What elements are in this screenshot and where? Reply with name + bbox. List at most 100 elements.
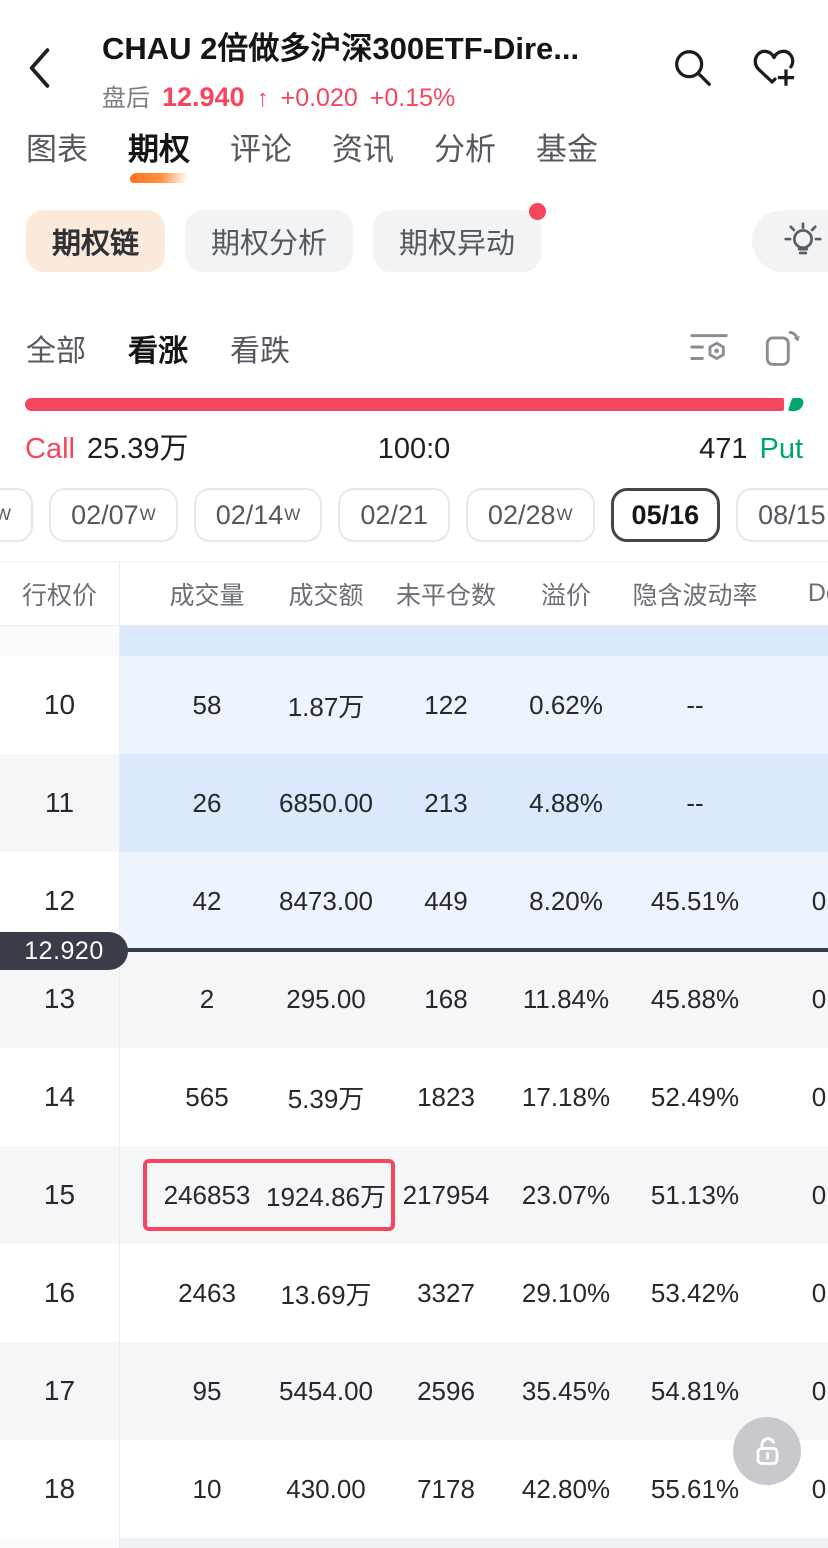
search-icon[interactable] — [670, 45, 716, 91]
strike-price-cell: 17 — [0, 1342, 120, 1440]
strike-price-cell: 12 — [0, 852, 120, 950]
premium-cell: 8.20% — [529, 885, 603, 916]
volume-column-header[interactable]: 成交量 — [169, 581, 245, 610]
subtab-unusual-activity[interactable]: 期权异动 — [373, 203, 547, 272]
filter-label: 看跌 — [230, 335, 290, 368]
turnover-column-header[interactable]: 成交额 — [288, 581, 364, 610]
table-row-strike-13[interactable]: 13 2 295.00 168 11.84% 45.88% 0.56 — [0, 950, 828, 1048]
option-subtabs: 期权链 期权分析 期权异动 — [0, 203, 828, 272]
subtab-option-analysis[interactable]: 期权分析 — [185, 210, 354, 272]
iv-cell: 45.88% — [650, 983, 740, 1014]
current-price-badge[interactable]: 12.920 — [0, 932, 128, 970]
unlock-button[interactable] — [733, 1417, 801, 1485]
partial-row-below — [0, 1538, 828, 1548]
volume-cell: 58 — [192, 689, 222, 720]
header-bar: CHAU 2倍做多沪深300ETF-Dire... 盘后 12.940 ↑ +0… — [0, 26, 828, 112]
premium-cell: 4.88% — [529, 787, 603, 818]
open-interest-cell: 7178 — [417, 1473, 475, 1504]
tab-comments[interactable]: 评论 — [230, 124, 292, 183]
idea-button[interactable] — [752, 210, 828, 272]
table-row-strike-18[interactable]: 18 10 430.00 7178 42.80% 55.61% 0.20 — [0, 1440, 828, 1538]
open-interest-cell: 168 — [424, 983, 468, 1014]
expiry-pill-02-07[interactable]: 02/07 W — [49, 488, 178, 542]
strike-price-cell: 14 — [0, 1048, 120, 1146]
delta-cell: -- — [792, 656, 828, 754]
partial-row-above — [0, 626, 828, 656]
expiry-label: 05/16 — [631, 499, 700, 530]
filter-calls[interactable]: 看涨 — [128, 326, 188, 370]
table-row-strike-14[interactable]: 14 565 5.39万 1823 17.18% 52.49% 0.47 — [0, 1048, 828, 1146]
volume-cell: 246853 — [163, 1179, 251, 1210]
table-row-strike-17[interactable]: 17 95 5454.00 2596 35.45% 54.81% 0.26 — [0, 1342, 828, 1440]
table-row-strike-10[interactable]: 10 58 1.87万 122 0.62% -- -- — [0, 656, 828, 754]
tab-chart[interactable]: 图表 — [26, 124, 88, 183]
expiry-pill-02-21[interactable]: 02/21 — [338, 488, 450, 542]
expiry-pill-02-14[interactable]: 02/14 W — [193, 488, 323, 542]
table-row-strike-15[interactable]: 15 246853 1924.86万 217954 23.07% 51.13% 0.34 — [0, 1146, 828, 1244]
row-data-area: 565 5.39万 1823 17.18% 52.49% 0.47 — [120, 1048, 828, 1146]
open-interest-cell: 213 — [424, 787, 468, 818]
expiry-pill-02-28[interactable]: 02/28 W — [465, 488, 595, 542]
premium-cell: 35.45% — [521, 1375, 611, 1406]
premium-column-header[interactable]: 溢价 — [540, 581, 591, 610]
iv-cell: 53.42% — [650, 1277, 740, 1308]
strike-price-cell: 13 — [0, 950, 120, 1048]
expiry-pill-31[interactable]: 31W — [0, 488, 34, 542]
header-icons — [670, 45, 802, 91]
put-volume: 471 — [699, 433, 748, 465]
row-data-area: 42 8473.00 449 8.20% 45.51% 0.67 — [120, 852, 828, 950]
tab-label: 期权 — [128, 132, 190, 167]
volume-cell: 2463 — [178, 1277, 236, 1308]
call-ratio-segment — [25, 398, 784, 411]
expiry-label: 02/21 — [360, 499, 428, 530]
call-label: Call — [25, 433, 75, 465]
strike-price-cell — [0, 1538, 120, 1548]
filter-all[interactable]: 全部 — [26, 326, 86, 370]
turnover-cell: 6850.00 — [279, 787, 373, 818]
price-change: +0.020 — [280, 84, 358, 112]
expiry-label: 02/28 — [487, 499, 556, 530]
tab-funds[interactable]: 基金 — [536, 124, 598, 183]
expiry-label: 02/14 — [215, 499, 284, 530]
turnover-cell: 430.00 — [286, 1473, 366, 1504]
iv-cell: 45.51% — [650, 885, 740, 916]
tab-label: 基金 — [536, 132, 598, 167]
expiry-pill-05-16[interactable]: 05/16 — [610, 488, 721, 542]
iv-column-header[interactable]: 隐含波动率 — [632, 581, 758, 610]
delta-column-header[interactable]: Delta — [807, 579, 828, 607]
iv-cell: -- — [686, 689, 704, 720]
tab-news[interactable]: 资讯 — [332, 124, 394, 183]
session-label: 盘后 — [102, 85, 150, 112]
volume-cell: 95 — [192, 1375, 222, 1406]
open-interest-cell: 2596 — [417, 1375, 475, 1406]
delta-cell: 0.26 — [811, 1375, 828, 1406]
column-settings-icon[interactable] — [688, 328, 730, 368]
turnover-cell: 295.00 — [286, 983, 366, 1014]
open-interest-cell: 122 — [424, 689, 468, 720]
option-table-body: 10581.87万1220.62%----11266850.002134.88%… — [0, 626, 828, 1548]
subtab-option-chain[interactable]: 期权链 — [26, 210, 166, 272]
open-interest-column-header[interactable]: 未平仓数 — [395, 581, 496, 610]
weekly-marker: W — [139, 505, 156, 524]
filter-puts[interactable]: 看跌 — [230, 326, 290, 370]
table-row-strike-12[interactable]: 12 42 8473.00 449 8.20% 45.51% 0.67 — [0, 852, 828, 950]
direction-filter-row: 全部 看涨 看跌 — [0, 320, 828, 376]
tab-analysis[interactable]: 分析 — [434, 124, 496, 183]
rotate-screen-icon[interactable] — [760, 327, 802, 369]
tab-options[interactable]: 期权 — [128, 124, 190, 183]
table-row-strike-16[interactable]: 16 2463 13.69万 3327 29.10% 53.42% 0.31 — [0, 1244, 828, 1342]
filter-icons — [688, 327, 802, 369]
expiry-pill-08-15[interactable]: 08/15 — [736, 488, 828, 542]
strike-column-header[interactable]: 行权价 — [0, 562, 120, 625]
notification-dot — [529, 203, 547, 220]
premium-cell: 42.80% — [521, 1473, 611, 1504]
table-row-strike-11[interactable]: 11 26 6850.00 213 4.88% -- -- — [0, 754, 828, 852]
row-data-area: 58 1.87万 122 0.62% -- -- — [120, 656, 828, 754]
filter-label: 全部 — [26, 335, 86, 368]
chevron-left-icon — [26, 47, 52, 89]
back-button[interactable] — [26, 47, 76, 89]
premium-cell: 17.18% — [521, 1081, 611, 1112]
tab-label: 图表 — [26, 132, 88, 167]
add-to-watchlist-icon[interactable] — [748, 45, 800, 91]
